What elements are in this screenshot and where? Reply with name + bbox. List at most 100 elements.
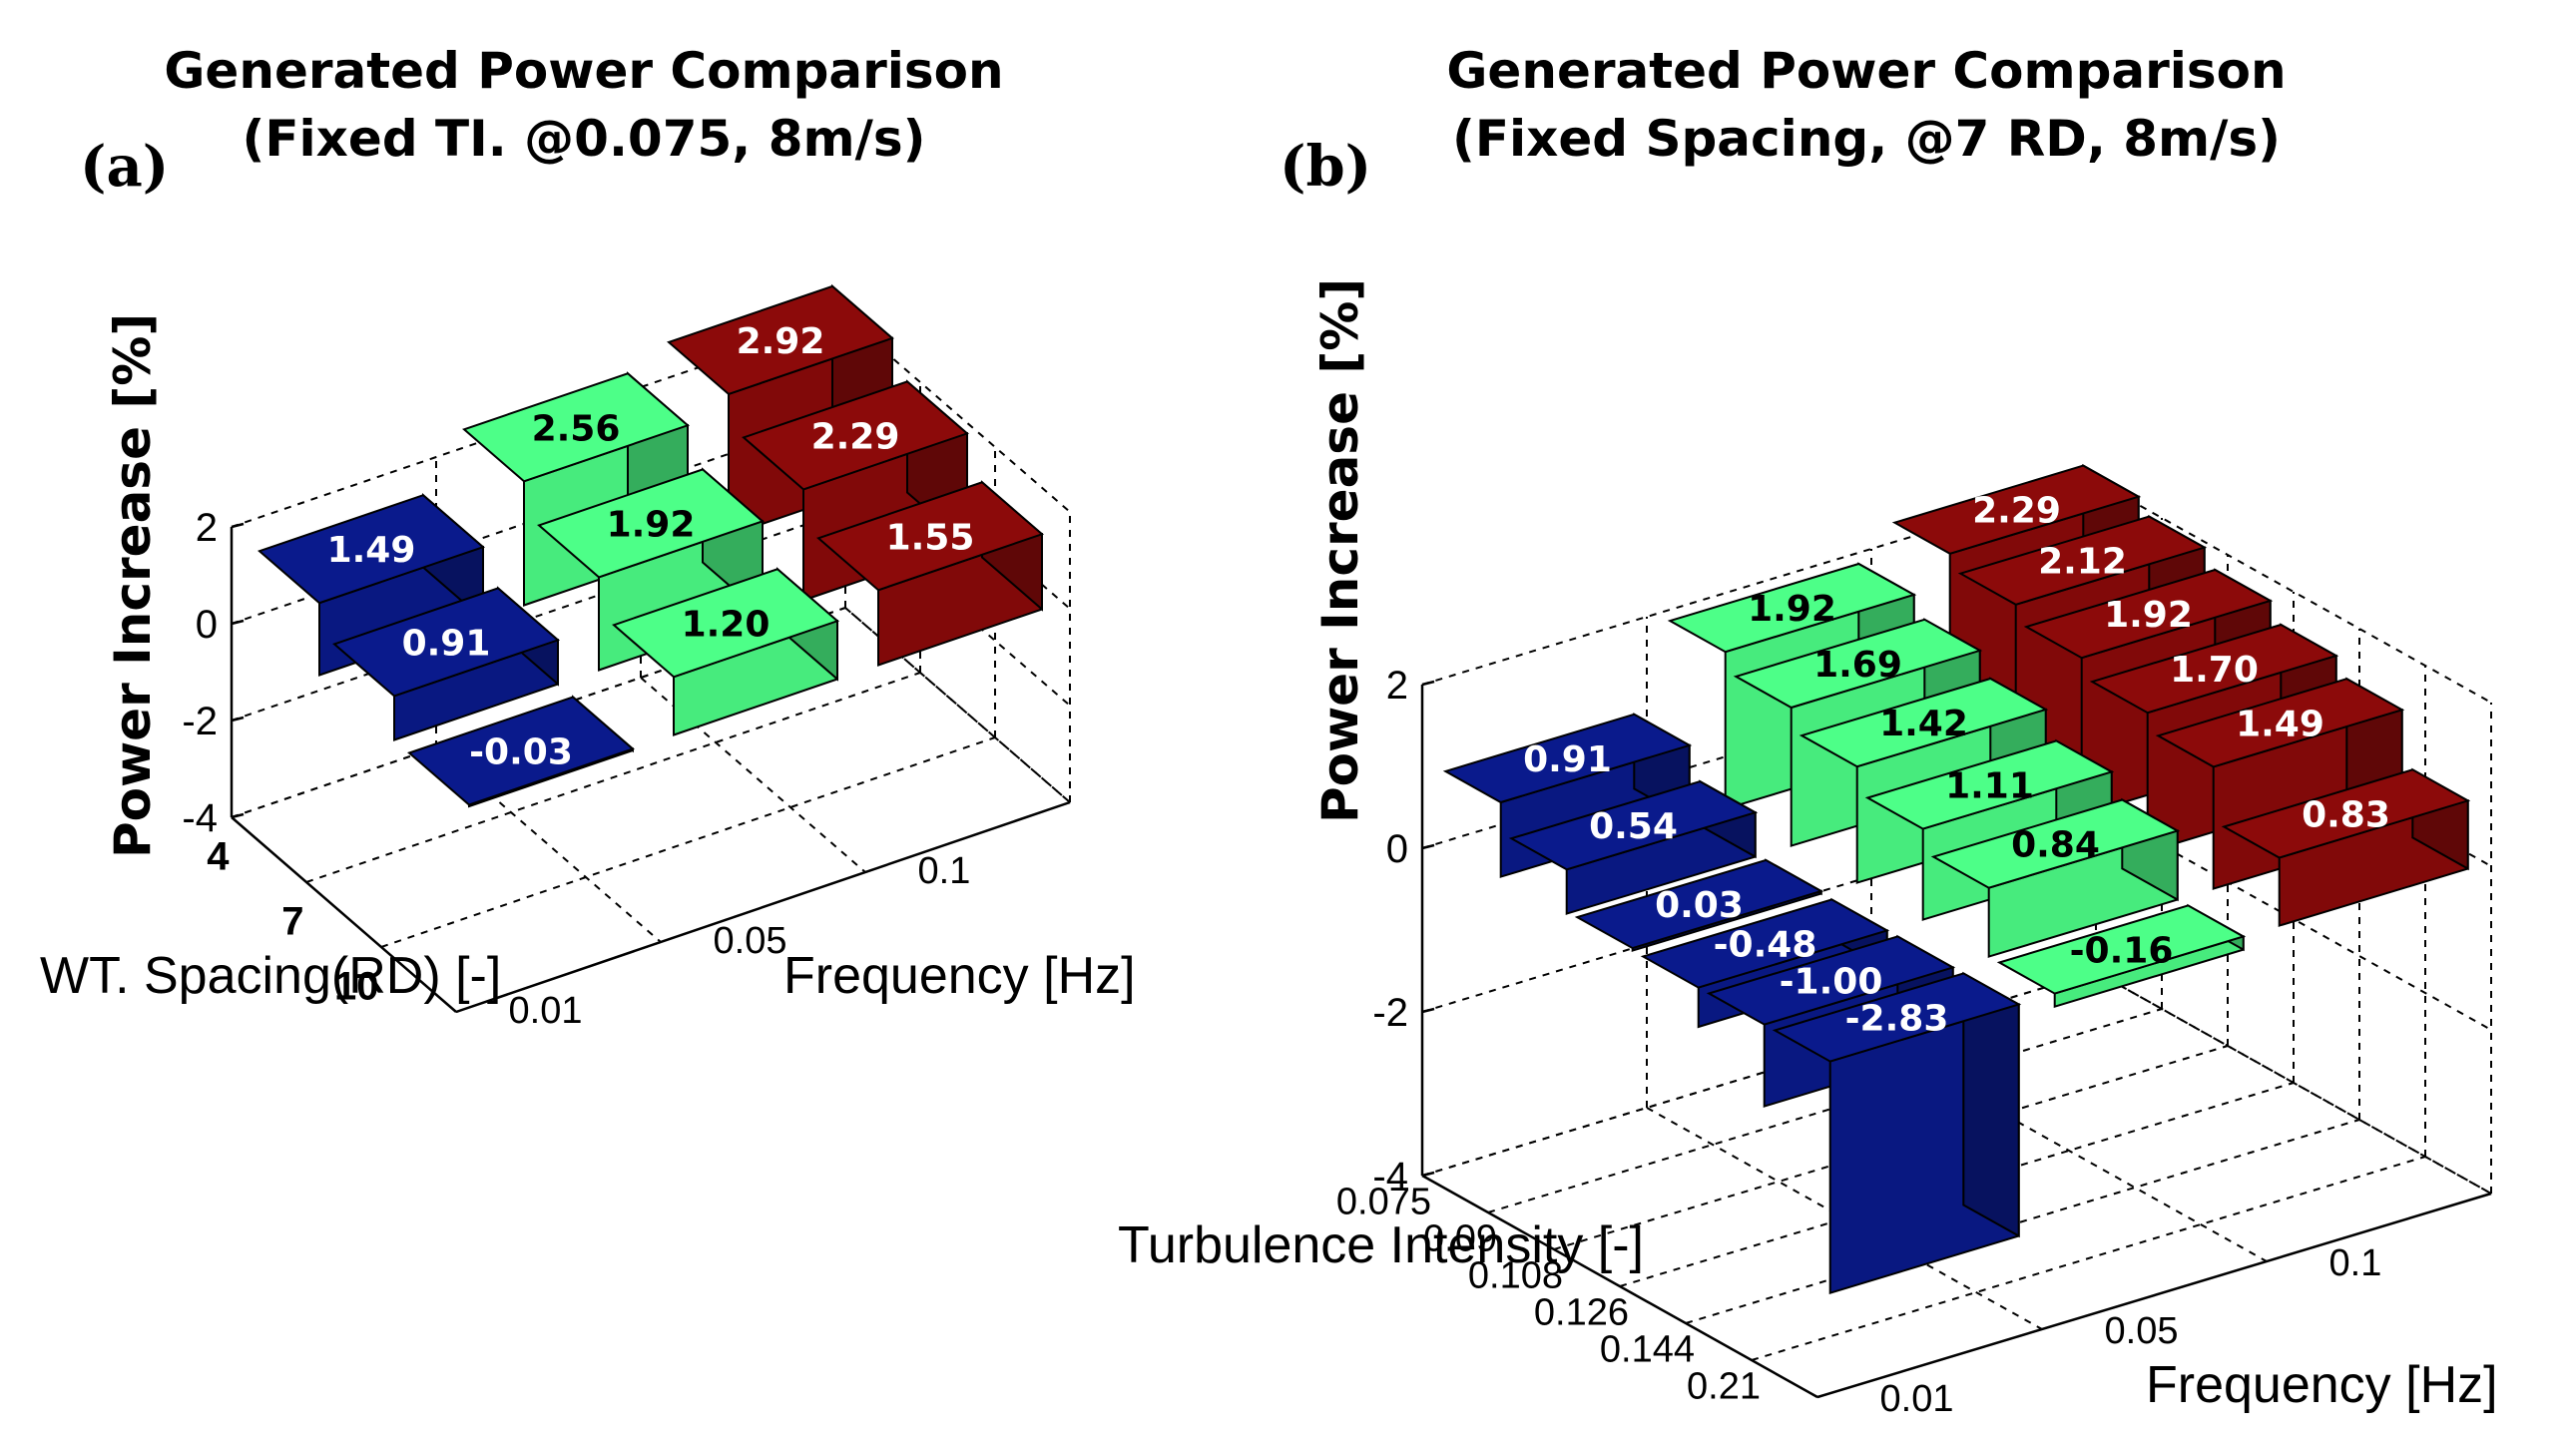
panel-a-floor-gridline (380, 736, 996, 948)
panel-a-bars: 2.92 2.56 1.49 2.29 1.92 0.91 1.55 1.20 -0.03 (258, 283, 1044, 808)
panel-a-bar-top-face (407, 696, 635, 806)
panel-b-bar-top-face (1930, 798, 2181, 889)
panel-a-floor-gridline (305, 672, 921, 883)
panel-a-z-tick (231, 522, 245, 529)
panel-b-z-tick (1421, 1171, 1435, 1178)
panel-b-bar-value-label: 1.92 (2104, 595, 2193, 636)
panel-b-bar-top-face (2089, 623, 2339, 715)
panel-a-bar-value-label: 0.91 (402, 623, 491, 664)
panel-a-bar-top-face (332, 587, 560, 698)
panel-b-bar-top-face (1667, 562, 1917, 654)
panel-a-z-axis-label: Power Increase [%] (104, 313, 162, 858)
panel-b-bar-value-label: -0.48 (1714, 925, 1817, 966)
panel-b-z-tick (1421, 843, 1435, 850)
panel-b-col-axis-label: Frequency [Hz] (2146, 1356, 2498, 1414)
panel-b-row-tick-label: 0.075 (1336, 1182, 1431, 1223)
panel-b-bar-value-label: 1.11 (1945, 765, 2034, 806)
panel-b-bars: 2.29 1.92 0.91 2.12 1.69 0.54 1.92 1.42 0.03 1.70… (1442, 463, 2471, 1295)
panel-a-col-axis (455, 800, 1071, 1014)
panel-b-floor-gridline (1751, 1156, 2426, 1361)
panel-b-row-tick-label: 0.144 (1600, 1329, 1695, 1371)
panel-b-row-axis (1421, 1174, 1818, 1399)
panel-b-z-tick (1421, 1007, 1435, 1014)
panel-b-floor-gridline (1685, 1119, 2360, 1324)
panel-b-bar-top-face (2221, 768, 2471, 859)
panel-b-bar-value-label: 0.03 (1655, 885, 1744, 926)
panel-b-title-line2: (Fixed Spacing, @7 RD, 8m/s) (1452, 110, 2281, 168)
panel-b-bar-top-face (1957, 515, 2208, 606)
panel-b-bar-top-face (1640, 898, 1890, 989)
panel-b-bar-value-label: 0.83 (2302, 794, 2390, 835)
panel-a-bar: 0.91 (332, 586, 560, 741)
panel-a-bar-value-label: 1.55 (886, 517, 975, 558)
panel-b-z-tick-label: -2 (1372, 991, 1408, 1035)
panel-b-bar-value-label: 0.91 (1523, 739, 1612, 780)
panel-b-bar-top-face (1442, 713, 1693, 804)
panel-a-label: (a) (80, 134, 169, 200)
panel-b-bar-top-face (1799, 677, 2049, 768)
panel-b-bar: 0.84 (1930, 797, 2181, 958)
panel-b-bar-top-face (2155, 678, 2405, 768)
panel-a-bar: 1.20 (612, 567, 839, 736)
panel-a-col-tick-label: 0.01 (509, 990, 583, 1032)
panel-b-bar: 0.03 (1574, 858, 1824, 952)
panel-a-col-tick-label: 0.1 (918, 850, 971, 892)
panel-b-bar-value-label: 2.12 (2038, 542, 2127, 583)
panel-a-title-line2: (Fixed TI. @0.075, 8m/s) (243, 110, 926, 168)
panel-b-col-tick-label: 0.1 (2329, 1242, 2382, 1284)
panel-b-z-tick-label: 0 (1386, 827, 1408, 871)
panel-b-bar: 0.83 (2221, 767, 2471, 927)
panel-a-bar-top-face (258, 494, 485, 605)
panel-a-bar-value-label: 2.92 (737, 321, 825, 362)
panel-a-z-tick (231, 812, 245, 819)
panel-b-row-tick-label: 0.09 (1423, 1218, 1497, 1260)
panel-b-bar: -2.83 (1772, 971, 2022, 1295)
panel-a-row-tick-label: 10 (334, 965, 379, 1009)
panel-a-row-tick-label: 7 (281, 900, 303, 944)
panel-b-bar-value-label: 1.42 (1879, 704, 1968, 744)
panel-a-z-tick-label: 0 (196, 603, 218, 647)
panel-b-bar-top-face (1508, 780, 1759, 871)
panel-a-bar-top-face (462, 372, 690, 483)
panel-b-bar-top-face (1996, 904, 2247, 995)
panel-b-row-axis-label: Turbulence Intensity [-] (1118, 1216, 1644, 1274)
panel-a-z-tick-label: -4 (182, 796, 218, 840)
panel-b-row-tick-label: 0.108 (1468, 1255, 1563, 1297)
panel-b-bar-value-label: 0.54 (1589, 806, 1678, 847)
panel-a-bar-top-face (667, 284, 894, 396)
panel-b-bar-top-face (1864, 739, 2115, 830)
panel-b-bar: -0.16 (1996, 903, 2247, 1009)
panel-b-floor-gridline (1487, 1008, 2163, 1213)
panel-b-bar-value-label: 0.84 (2011, 825, 2100, 866)
panel-b-title-line1: Generated Power Comparison (1446, 42, 2286, 100)
panel-b-bar-top-face (1772, 972, 2022, 1063)
panel-b-bar-value-label: -2.83 (1845, 999, 1949, 1040)
panel-b-row-tick-label: 0.126 (1534, 1292, 1629, 1334)
panel-a-bar-value-label: 2.29 (811, 416, 900, 457)
panel-a-row-axis (231, 816, 457, 1013)
panel-a-z-tick (231, 619, 245, 626)
panel-b-bar-value-label: -1.00 (1780, 962, 1883, 1003)
panel-b-bar-value-label: 1.70 (2170, 650, 2259, 691)
panel-b-col-axis (1816, 1192, 2492, 1399)
panel-b-bar-value-label: 2.29 (1972, 491, 2061, 532)
panel-b-col-tick-label: 0.01 (1880, 1378, 1954, 1420)
panel-a-bar-value-label: 1.20 (682, 604, 771, 645)
panel-b-bar-value-label: 1.49 (2236, 704, 2324, 744)
panel-a-z-tick (231, 716, 245, 722)
panel-b: Generated Power Comparison (Fixed Spacin… (1118, 42, 2498, 1420)
panel-b-bar-top-face (2023, 568, 2274, 660)
panel-b-bar-value-label: 1.69 (1813, 645, 1902, 686)
panel-b-row-tick-label: 0.21 (1687, 1366, 1761, 1408)
panel-b-bar-value-label: 1.92 (1748, 589, 1836, 630)
panel-b-bar-value-label: -0.16 (2070, 931, 2174, 972)
panel-b-bar-top-face (1706, 935, 1956, 1026)
panel-b-z-tick (1421, 680, 1435, 687)
panel-a: Generated Power Comparison (Fixed TI. @0… (40, 42, 1136, 1032)
panel-a-z-tick-label: 2 (196, 506, 218, 550)
panel-a-bar-top-face (537, 468, 765, 579)
panel-a-bar-top-face (742, 380, 969, 491)
